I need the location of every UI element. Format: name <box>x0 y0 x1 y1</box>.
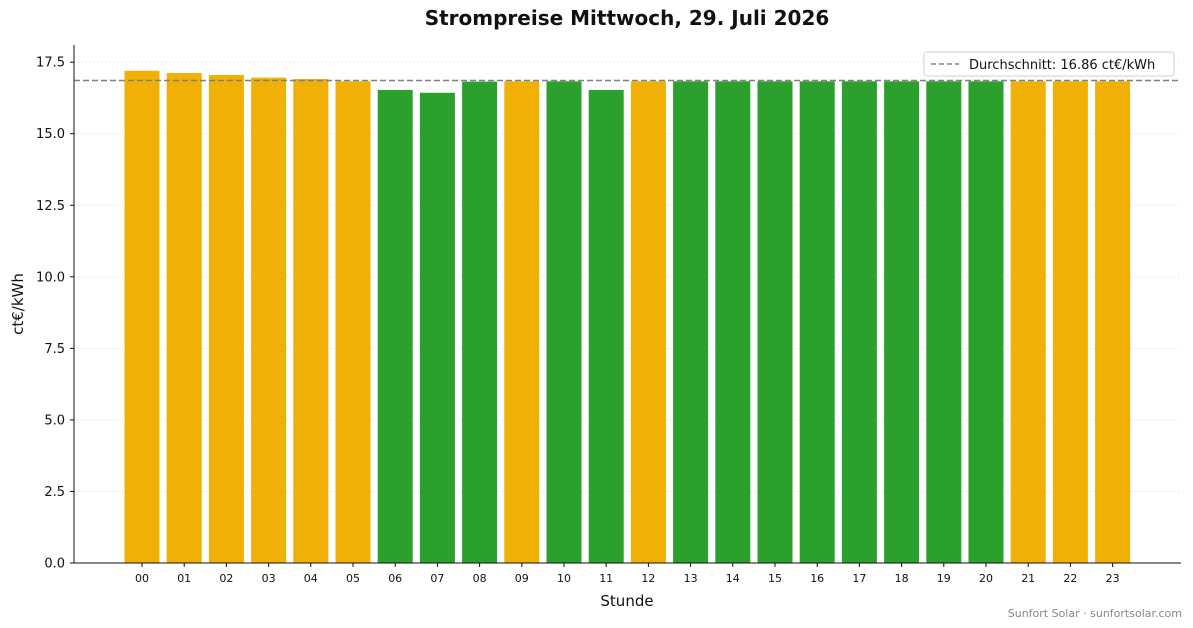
legend-label: Durchschnitt: 16.86 ct€/kWh <box>969 58 1155 73</box>
y-tick-label: 10.0 <box>36 270 65 285</box>
axes <box>73 45 1181 564</box>
bar-hour-05 <box>335 81 371 563</box>
x-tick-label: 03 <box>262 572 276 585</box>
bar-hour-16 <box>799 81 835 563</box>
x-tick-label: 17 <box>852 572 866 585</box>
x-tick-label: 11 <box>599 572 613 585</box>
bar-hour-07 <box>419 92 455 564</box>
x-tick-label: 07 <box>430 572 444 585</box>
x-tick-label: 04 <box>304 572 318 585</box>
bar-hour-14 <box>715 81 751 563</box>
credit-text: Sunfort Solar · sunfortsolar.com <box>1008 607 1182 620</box>
x-tick-label: 06 <box>388 572 402 585</box>
y-tick-label: 2.5 <box>44 485 65 500</box>
legend: Durchschnitt: 16.86 ct€/kWh <box>923 51 1175 77</box>
bar-hour-08 <box>462 81 498 563</box>
x-tick-label: 12 <box>641 572 655 585</box>
bar-hour-19 <box>926 81 962 563</box>
x-axis-label: Stunde <box>600 592 653 610</box>
bar-hour-11 <box>588 89 624 563</box>
x-tick-label: 18 <box>895 572 909 585</box>
bar-hour-18 <box>884 81 920 563</box>
x-tick-label: 08 <box>473 572 487 585</box>
x-tick-label: 05 <box>346 572 360 585</box>
bar-hour-03 <box>251 77 287 563</box>
x-ticks: 00 01 02 03 04 05 06 07 08 09 10 11 12 13 14 15 16 17 18 19… <box>135 563 1120 585</box>
bar-hour-15 <box>757 81 793 563</box>
x-tick-label: 23 <box>1106 572 1120 585</box>
bar-hour-01 <box>166 73 202 563</box>
bar-hour-06 <box>377 89 413 563</box>
x-tick-label: 02 <box>219 572 233 585</box>
bars <box>124 70 1131 564</box>
bar-hour-04 <box>293 79 329 564</box>
x-tick-label: 00 <box>135 572 149 585</box>
x-tick-label: 20 <box>979 572 993 585</box>
y-tick-label: 7.5 <box>44 342 65 357</box>
x-tick-label: 09 <box>515 572 529 585</box>
x-tick-label: 22 <box>1063 572 1077 585</box>
legend-box <box>923 51 1175 77</box>
bar-hour-17 <box>841 81 877 563</box>
y-axis-label: ct€/kWh <box>9 273 27 335</box>
x-tick-label: 21 <box>1021 572 1035 585</box>
chart-title: Strompreise Mittwoch, 29. Juli 2026 <box>425 6 830 30</box>
y-ticks: 0.0 2.5 5.0 7.5 10.0 12.5 15.0 17.5 <box>36 56 74 572</box>
x-tick-label: 14 <box>726 572 740 585</box>
x-tick-label: 19 <box>937 572 951 585</box>
y-tick-label: 0.0 <box>44 557 65 572</box>
x-tick-label: 10 <box>557 572 571 585</box>
x-tick-label: 15 <box>768 572 782 585</box>
bar-hour-13 <box>673 81 709 563</box>
x-tick-label: 13 <box>684 572 698 585</box>
bar-hour-09 <box>504 81 540 563</box>
y-tick-label: 15.0 <box>36 127 65 142</box>
bar-hour-23 <box>1095 81 1131 563</box>
bar-hour-20 <box>968 81 1004 563</box>
bar-hour-00 <box>124 70 160 564</box>
bar-hour-02 <box>208 75 244 564</box>
x-tick-label: 16 <box>810 572 824 585</box>
bar-hour-12 <box>630 81 666 563</box>
y-tick-label: 12.5 <box>36 199 65 214</box>
bar-hour-22 <box>1052 81 1088 563</box>
x-tick-label: 01 <box>177 572 191 585</box>
y-tick-label: 5.0 <box>44 413 65 428</box>
y-tick-label: 17.5 <box>36 56 65 71</box>
bar-hour-21 <box>1010 81 1046 563</box>
bar-hour-10 <box>546 81 582 563</box>
